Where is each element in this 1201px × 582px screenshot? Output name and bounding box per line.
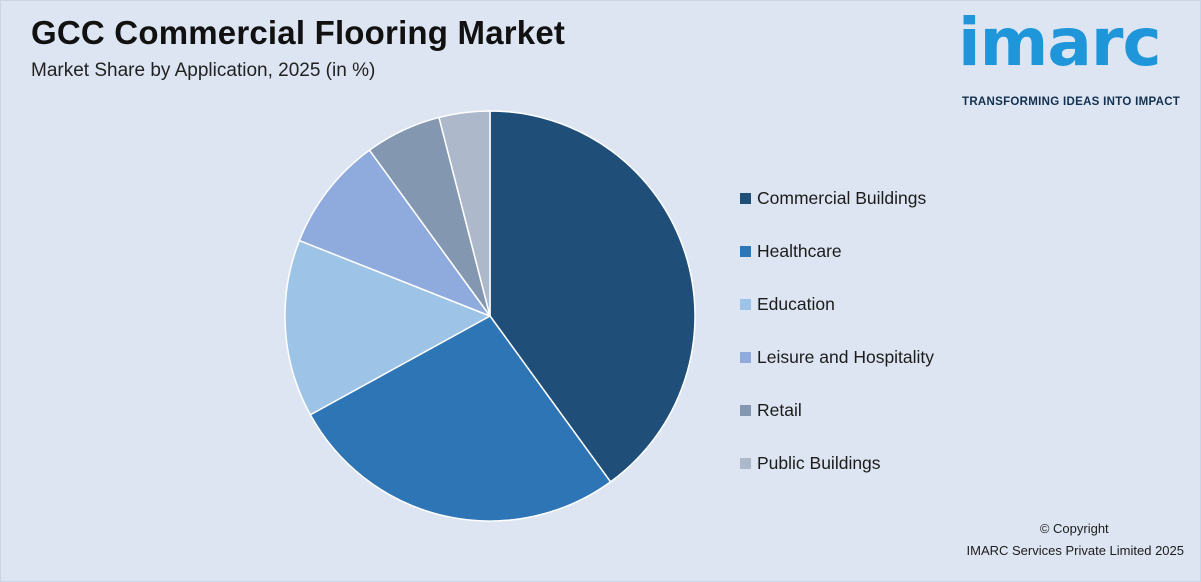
pie-slice-public-buildings	[438, 110, 491, 317]
legend-label-education: Education	[757, 294, 835, 314]
legend-label-retail: Retail	[757, 400, 802, 420]
legend-swatch-retail	[740, 405, 751, 416]
copyright-label: © Copyright	[1039, 521, 1109, 536]
chart-title: GCC Commercial Flooring Market	[31, 14, 566, 51]
legend-swatch-healthcare	[740, 246, 751, 257]
legend-swatch-leisure-and-hospitality	[740, 352, 751, 363]
copyright-company: IMARC Services Private Limited 2025	[966, 543, 1184, 558]
legend-label-commercial-buildings: Commercial Buildings	[757, 188, 927, 208]
legend-swatch-public-buildings	[740, 458, 751, 469]
legend-item-retail: Retail	[740, 384, 934, 437]
legend-swatch-education	[740, 299, 751, 310]
pie-slice-education	[284, 239, 491, 416]
copyright-notice: © Copyright IMARC Services Private Limit…	[967, 518, 1184, 562]
logo-wordmark: imarc	[958, 4, 1162, 81]
pie-slice-healthcare	[309, 315, 612, 522]
legend-label-public-buildings: Public Buildings	[757, 453, 881, 473]
legend-item-public-buildings: Public Buildings	[740, 437, 934, 490]
chart-subtitle: Market Share by Application, 2025 (in %)	[31, 60, 376, 81]
logo-tagline: TRANSFORMING IDEAS INTO IMPACT	[962, 96, 1181, 108]
pie-slice-commercial-buildings	[489, 110, 696, 483]
legend-item-healthcare: Healthcare	[740, 225, 934, 278]
pie-slice-leisure-and-hospitality	[298, 149, 491, 317]
legend-swatch-commercial-buildings	[740, 193, 751, 204]
chart-legend: Commercial Buildings Healthcare Education L…	[740, 172, 934, 490]
legend-label-leisure-and-hospitality: Leisure and Hospitality	[757, 347, 935, 367]
legend-item-commercial-buildings: Commercial Buildings	[740, 172, 934, 225]
imarc-logo: imarc TRANSFORMING IDEAS INTO IMPACT	[958, 10, 1180, 114]
legend-item-education: Education	[740, 278, 934, 331]
legend-label-healthcare: Healthcare	[757, 241, 842, 261]
legend-item-leisure-and-hospitality: Leisure and Hospitality	[740, 331, 934, 384]
